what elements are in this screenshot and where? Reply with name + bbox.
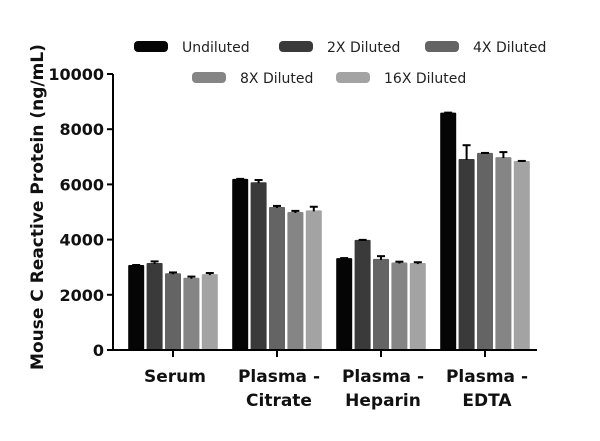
- bar: [409, 263, 426, 350]
- bar: [440, 112, 457, 350]
- bar: [146, 263, 163, 350]
- y-tick-label: 6000: [59, 175, 104, 194]
- y-tick-label: 8000: [59, 120, 104, 139]
- x-category-label: EDTA: [462, 391, 512, 411]
- legend-label: Undiluted: [182, 40, 250, 56]
- legend-label: 16X Diluted: [384, 71, 466, 87]
- y-tick-label: 10000: [48, 65, 104, 84]
- x-category-label: Plasma -: [446, 367, 528, 387]
- x-category-label: Plasma -: [342, 367, 424, 387]
- legend-label: 8X Diluted: [240, 71, 313, 87]
- x-category-label: Heparin: [345, 391, 421, 411]
- y-tick-label: 2000: [59, 286, 104, 305]
- bar: [391, 262, 408, 350]
- bar: [287, 212, 304, 350]
- bar: [336, 258, 353, 350]
- bar: [269, 207, 285, 350]
- legend: Undiluted 2X Diluted 4X Diluted 8X Diluted 1…: [134, 40, 546, 87]
- legend-swatch: [192, 72, 226, 83]
- bar: [128, 264, 145, 350]
- legend-swatch: [336, 72, 370, 83]
- x-category-label: Citrate: [246, 391, 312, 411]
- bar: [250, 182, 267, 350]
- y-tick-label: 0: [93, 341, 104, 360]
- x-category-label: Serum: [144, 367, 206, 387]
- bar: [458, 159, 475, 350]
- y-axis-title: Mouse C Reactive Protein (ng/mL): [28, 44, 48, 370]
- bars: [128, 111, 530, 350]
- bar: [165, 273, 181, 350]
- bar: [513, 160, 530, 350]
- bar: [305, 210, 322, 350]
- legend-item: 16X Diluted: [336, 71, 466, 87]
- x-axis: Serum Plasma - Citrate Plasma - Heparin Plasm…: [112, 349, 537, 411]
- bar: [354, 239, 371, 350]
- legend-label: 2X Diluted: [327, 40, 400, 56]
- y-tick-label: 4000: [59, 231, 104, 250]
- legend-swatch: [134, 41, 168, 52]
- bar: [373, 258, 389, 350]
- legend-swatch: [279, 41, 313, 52]
- bar: [201, 274, 218, 350]
- y-axis: 0 2000 4000 6000 8000 10000: [48, 65, 114, 360]
- legend-item: Undiluted: [134, 40, 250, 56]
- bar: [477, 152, 493, 350]
- legend-item: 8X Diluted: [192, 71, 313, 87]
- legend-label: 4X Diluted: [473, 40, 546, 56]
- legend-item: 4X Diluted: [425, 40, 546, 56]
- legend-swatch: [425, 41, 459, 52]
- bar: [232, 178, 249, 350]
- legend-item: 2X Diluted: [279, 40, 400, 56]
- bar: [183, 277, 200, 350]
- bar: [495, 157, 512, 350]
- x-category-label: Plasma -: [238, 367, 320, 387]
